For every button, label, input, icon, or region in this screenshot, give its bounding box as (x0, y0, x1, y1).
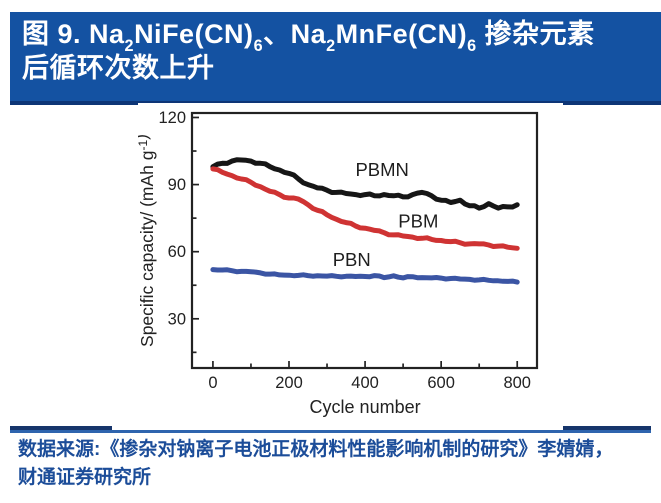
x-tick-label: 0 (208, 374, 217, 392)
series-line-PBMN (210, 157, 520, 211)
y-tick-label: 30 (168, 310, 186, 328)
data-source-line2: 财通证券研究所 (18, 467, 152, 488)
axis-ticks (192, 116, 519, 368)
y-tick-label: 120 (158, 109, 186, 127)
y-tick-label: 60 (168, 243, 186, 261)
figure-title-bar: 图 9. Na2NiFe(CN)6、Na2MnFe(CN)6 掺杂元素 后循环次… (10, 12, 661, 105)
data-source-note: 数据来源:《掺杂对钠离子电池正极材料性能影响机制的研究》李婧婧， 财通证券研究所 (18, 436, 654, 492)
x-tick-label: 400 (351, 374, 379, 392)
figure-title-line1: 图 9. Na2NiFe(CN)6、Na2MnFe(CN)6 掺杂元素 (22, 19, 595, 56)
series-label-PBMN: PBMN (355, 159, 408, 180)
series-label-PBN: PBN (333, 249, 371, 270)
chart-svg: 120 90 60 30 0 200 400 600 800 Cycle number Specif… (131, 109, 539, 417)
data-source-line1: 数据来源:《掺杂对钠离子电池正极材料性能影响机制的研究》李婧婧， (18, 439, 614, 460)
series-line-PBM (210, 166, 520, 251)
separator-rule (10, 430, 651, 433)
y-tick-label: 90 (168, 176, 186, 194)
x-tick-label: 800 (503, 374, 531, 392)
series-line-PBN (210, 267, 520, 285)
separator-segment-right (563, 426, 651, 431)
x-tick-label: 200 (275, 374, 303, 392)
y-axis-label: Specific capacity/ (mAh g-1) (138, 134, 157, 347)
axis-tick-labels: 120 90 60 30 0 200 400 600 800 (158, 109, 531, 392)
x-axis-label: Cycle number (310, 397, 421, 417)
cycle-capacity-chart: 120 90 60 30 0 200 400 600 800 Cycle number Specif… (131, 103, 563, 428)
plot-frame (190, 111, 539, 370)
series-label-PBM: PBM (398, 210, 438, 231)
figure-title-line2: 后循环次数上升 (22, 53, 215, 83)
x-tick-label: 600 (427, 374, 455, 392)
separator-segment-left (10, 426, 112, 431)
